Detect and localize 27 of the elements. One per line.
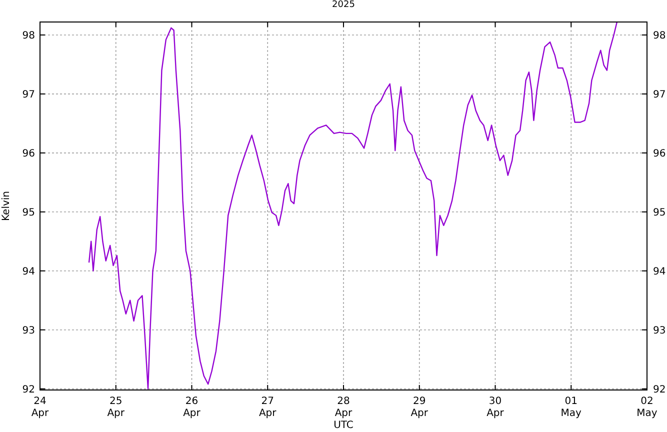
y2-tick-label: 93 — [653, 325, 666, 336]
y-tick-label: 95 — [22, 207, 35, 218]
x-tick-label: 29 Apr — [410, 396, 429, 419]
line-series — [88, 21, 618, 390]
x-tick-label: 28 Apr — [334, 396, 354, 419]
y-tick-label: 94 — [22, 266, 35, 278]
x-tick-label: 26 Apr — [183, 396, 202, 419]
y2-tick-label: 92 — [653, 384, 666, 396]
y2-tick-label: 95 — [653, 207, 666, 218]
y2-tick-label: 98 — [653, 30, 666, 42]
x-tick-label: 27 Apr — [258, 396, 278, 419]
y-tick-label: 93 — [22, 325, 35, 336]
y2-tick-label: 96 — [653, 148, 666, 160]
x-tick-label: 01 May — [560, 396, 582, 419]
y-tick-label: 96 — [22, 148, 35, 160]
y-tick-label: 98 — [22, 30, 35, 42]
x-axis-title: UTC — [334, 420, 354, 431]
y2-tick-label: 94 — [653, 266, 666, 278]
chart-title: 2025 — [332, 0, 355, 10]
x-tick-label: 25 Apr — [107, 396, 126, 419]
y-tick-label: 92 — [22, 384, 35, 396]
y-axis-title: Kelvin — [1, 190, 12, 222]
y2-tick-label: 97 — [653, 89, 666, 100]
x-tick-label: 30 Apr — [486, 396, 505, 419]
x-tick-label: 24 Apr — [31, 396, 50, 419]
y-tick-label: 97 — [22, 89, 35, 100]
x-tick-label: 02 May — [636, 396, 658, 419]
